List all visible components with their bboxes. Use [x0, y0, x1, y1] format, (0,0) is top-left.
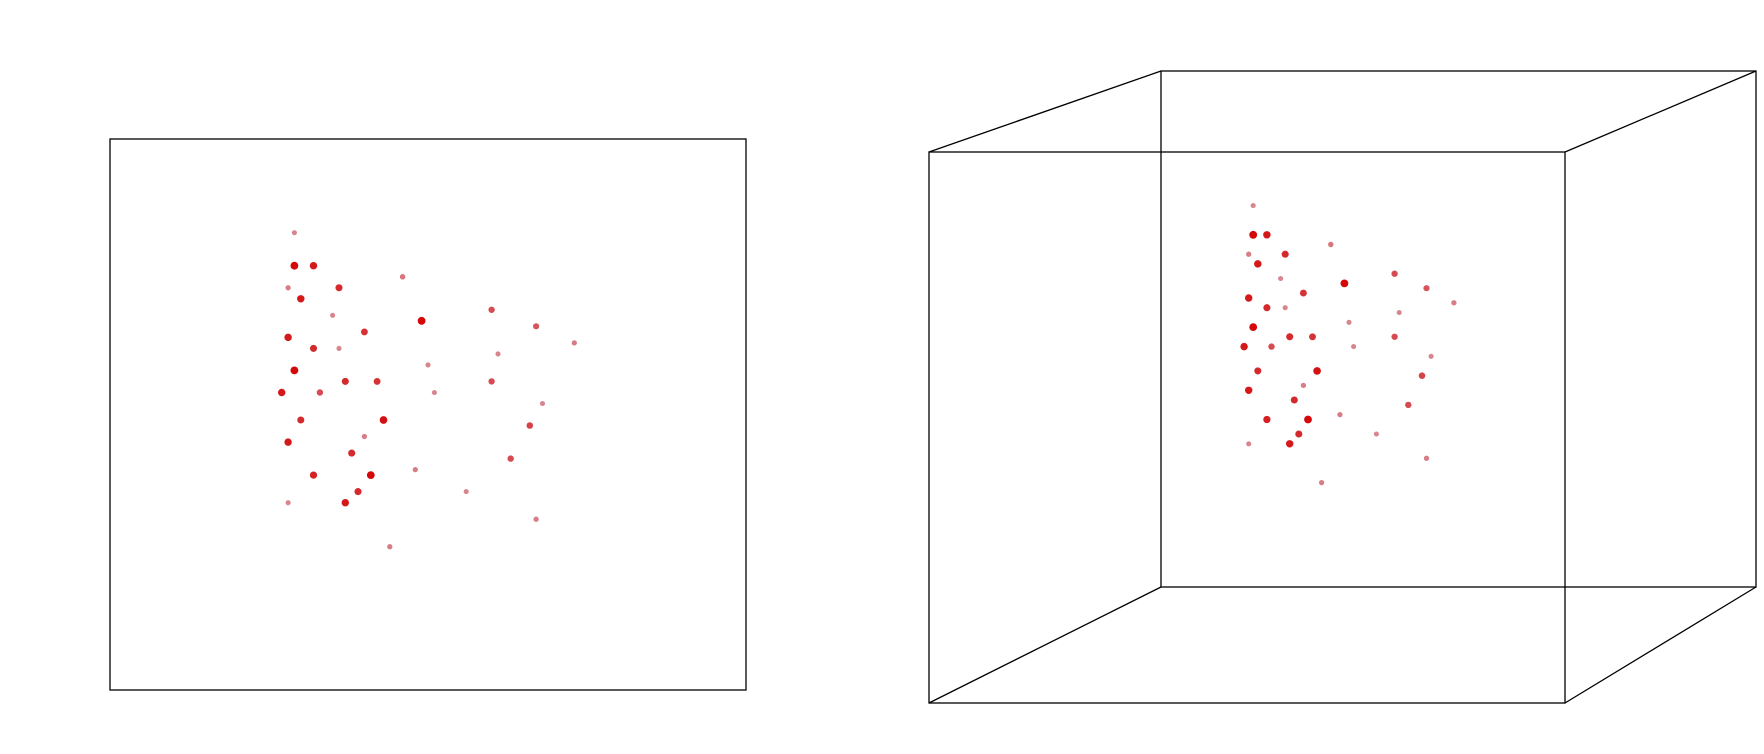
scatter-3d-point-41	[1318, 479, 1325, 486]
scatter-2d-point-36	[354, 488, 362, 496]
scatter-3d-point-38	[1373, 431, 1379, 437]
cube-edge-top-right	[1564, 70, 1757, 153]
scatter-2d-point-12	[284, 333, 292, 342]
scatter-2d-point-27	[379, 416, 388, 424]
cube-edge-bottom-left	[928, 586, 1162, 704]
scatter-2d-point-7	[399, 274, 406, 280]
scatter-3d-point-11	[1451, 300, 1457, 306]
scatter-2d-point-18	[341, 377, 349, 385]
cube-edge-bottom-right	[1564, 586, 1757, 704]
scatter-2d-point-37	[341, 498, 350, 507]
scatter-2d-point-20	[425, 362, 431, 368]
scatter-3d-point-20	[1346, 319, 1352, 325]
scatter-2d-point-34	[366, 471, 375, 480]
scatter-2d-point-40	[533, 516, 539, 522]
scatter-2d-point-28	[526, 422, 534, 429]
scatter-2d-point-13	[309, 344, 318, 352]
scatter-3d-point-28	[1418, 372, 1426, 379]
scatter-2d-point-5	[297, 295, 305, 303]
scatter-2d-point-0	[291, 230, 297, 236]
scatter-3d-point-2	[1263, 231, 1271, 239]
scatter-2d-point-16	[495, 351, 501, 357]
scatter-points-2d	[277, 230, 577, 550]
scatter-points-3d	[1240, 203, 1457, 486]
scatter-3d-point-24	[1351, 344, 1357, 350]
plot-frame-2d	[109, 138, 747, 691]
scatter-3d-point-10	[1423, 285, 1430, 292]
scatter-3d-point-19	[1309, 333, 1316, 341]
scatter-3d-point-29	[1244, 386, 1253, 395]
scatter-3d-point-40	[1423, 455, 1430, 461]
scatter-2d-point-33	[309, 471, 318, 479]
scatter-3d-point-35	[1337, 411, 1343, 418]
scatter-3d-point-23	[1268, 343, 1275, 350]
scatter-2d-point-38	[463, 489, 469, 495]
scatter-2d-point-15	[360, 328, 368, 336]
scatter-2d-point-30	[361, 433, 368, 440]
scatter-3d-point-5	[1254, 260, 1262, 268]
scatter-2d-point-10	[533, 323, 540, 330]
cube-back-face	[1160, 70, 1757, 588]
scatter-3d-point-25	[1428, 353, 1434, 359]
scatter-3d-point-39	[1246, 441, 1252, 447]
scatter-3d-point-12	[1244, 294, 1253, 302]
scatter-3d-point-17	[1249, 323, 1258, 332]
scatter-3d-point-6	[1278, 275, 1284, 282]
cube-wireframe	[928, 70, 1757, 704]
scatter-3d-point-14	[1282, 305, 1288, 311]
scatter-3d-point-21	[1391, 333, 1398, 340]
scatter-3d-point-31	[1290, 396, 1298, 404]
scatter-2d-point-29	[284, 438, 292, 446]
scatter-3d-point-30	[1300, 382, 1307, 389]
scatter-2d-point-26	[297, 416, 305, 424]
scatter-3d-point-8	[1340, 279, 1349, 288]
scatter-2d-point-2	[309, 261, 318, 270]
scatter-2d-point-19	[373, 377, 381, 385]
scatter-2d-point-23	[316, 389, 324, 396]
cube-front-face	[928, 151, 1566, 704]
scatter-2d-point-14	[336, 345, 342, 351]
scatter-2d-point-3	[335, 284, 343, 292]
scatter-2d-point-25	[539, 400, 546, 407]
scatter-2d-point-22	[277, 388, 286, 397]
scatter-3d-point-3	[1281, 250, 1289, 258]
scatter-3d-point-18	[1286, 333, 1294, 341]
scatter-3d-point-34	[1304, 415, 1312, 424]
scatter-3d-point-15	[1299, 289, 1307, 297]
scatter-2d-point-17	[290, 366, 299, 375]
scatter-3d-point-0	[1250, 203, 1256, 209]
scatter-3d-point-16	[1396, 309, 1402, 316]
scatter-2d-point-39	[285, 500, 291, 506]
cube-edge-top-left	[928, 70, 1162, 153]
scatter-3d-point-26	[1254, 367, 1262, 375]
scatter-2d-point-4	[285, 285, 291, 291]
scatter-3d-point-36	[1295, 430, 1303, 438]
scatter-2d-point-1	[290, 261, 299, 270]
scatter-2d-point-31	[348, 449, 356, 457]
scatter-3d-point-4	[1246, 251, 1252, 257]
scatter-3d-point-1	[1249, 230, 1258, 239]
scatter-3d-point-9	[1391, 270, 1398, 277]
scatter-2d-point-32	[507, 455, 514, 462]
scatter-panel-3d	[928, 70, 1757, 704]
scatter-3d-point-22	[1240, 342, 1248, 351]
scatter-3d-point-27	[1313, 367, 1321, 375]
scatter-2d-point-8	[417, 316, 426, 325]
scatter-3d-point-7	[1328, 241, 1334, 248]
scatter-2d-point-24	[431, 389, 437, 396]
scatter-3d-point-37	[1285, 440, 1294, 448]
scatter-2d-point-11	[571, 340, 577, 346]
scatter-3d-point-13	[1263, 304, 1271, 312]
scatter-3d-point-32	[1405, 401, 1412, 409]
scatter-2d-point-35	[412, 466, 418, 473]
scatter-2d-point-9	[488, 306, 495, 313]
scatter-2d-point-6	[330, 312, 336, 318]
scatter-3d-point-33	[1263, 415, 1271, 424]
scatter-panel-2d	[109, 138, 747, 691]
scatter-2d-point-41	[387, 544, 393, 550]
scatter-2d-point-21	[488, 378, 495, 385]
